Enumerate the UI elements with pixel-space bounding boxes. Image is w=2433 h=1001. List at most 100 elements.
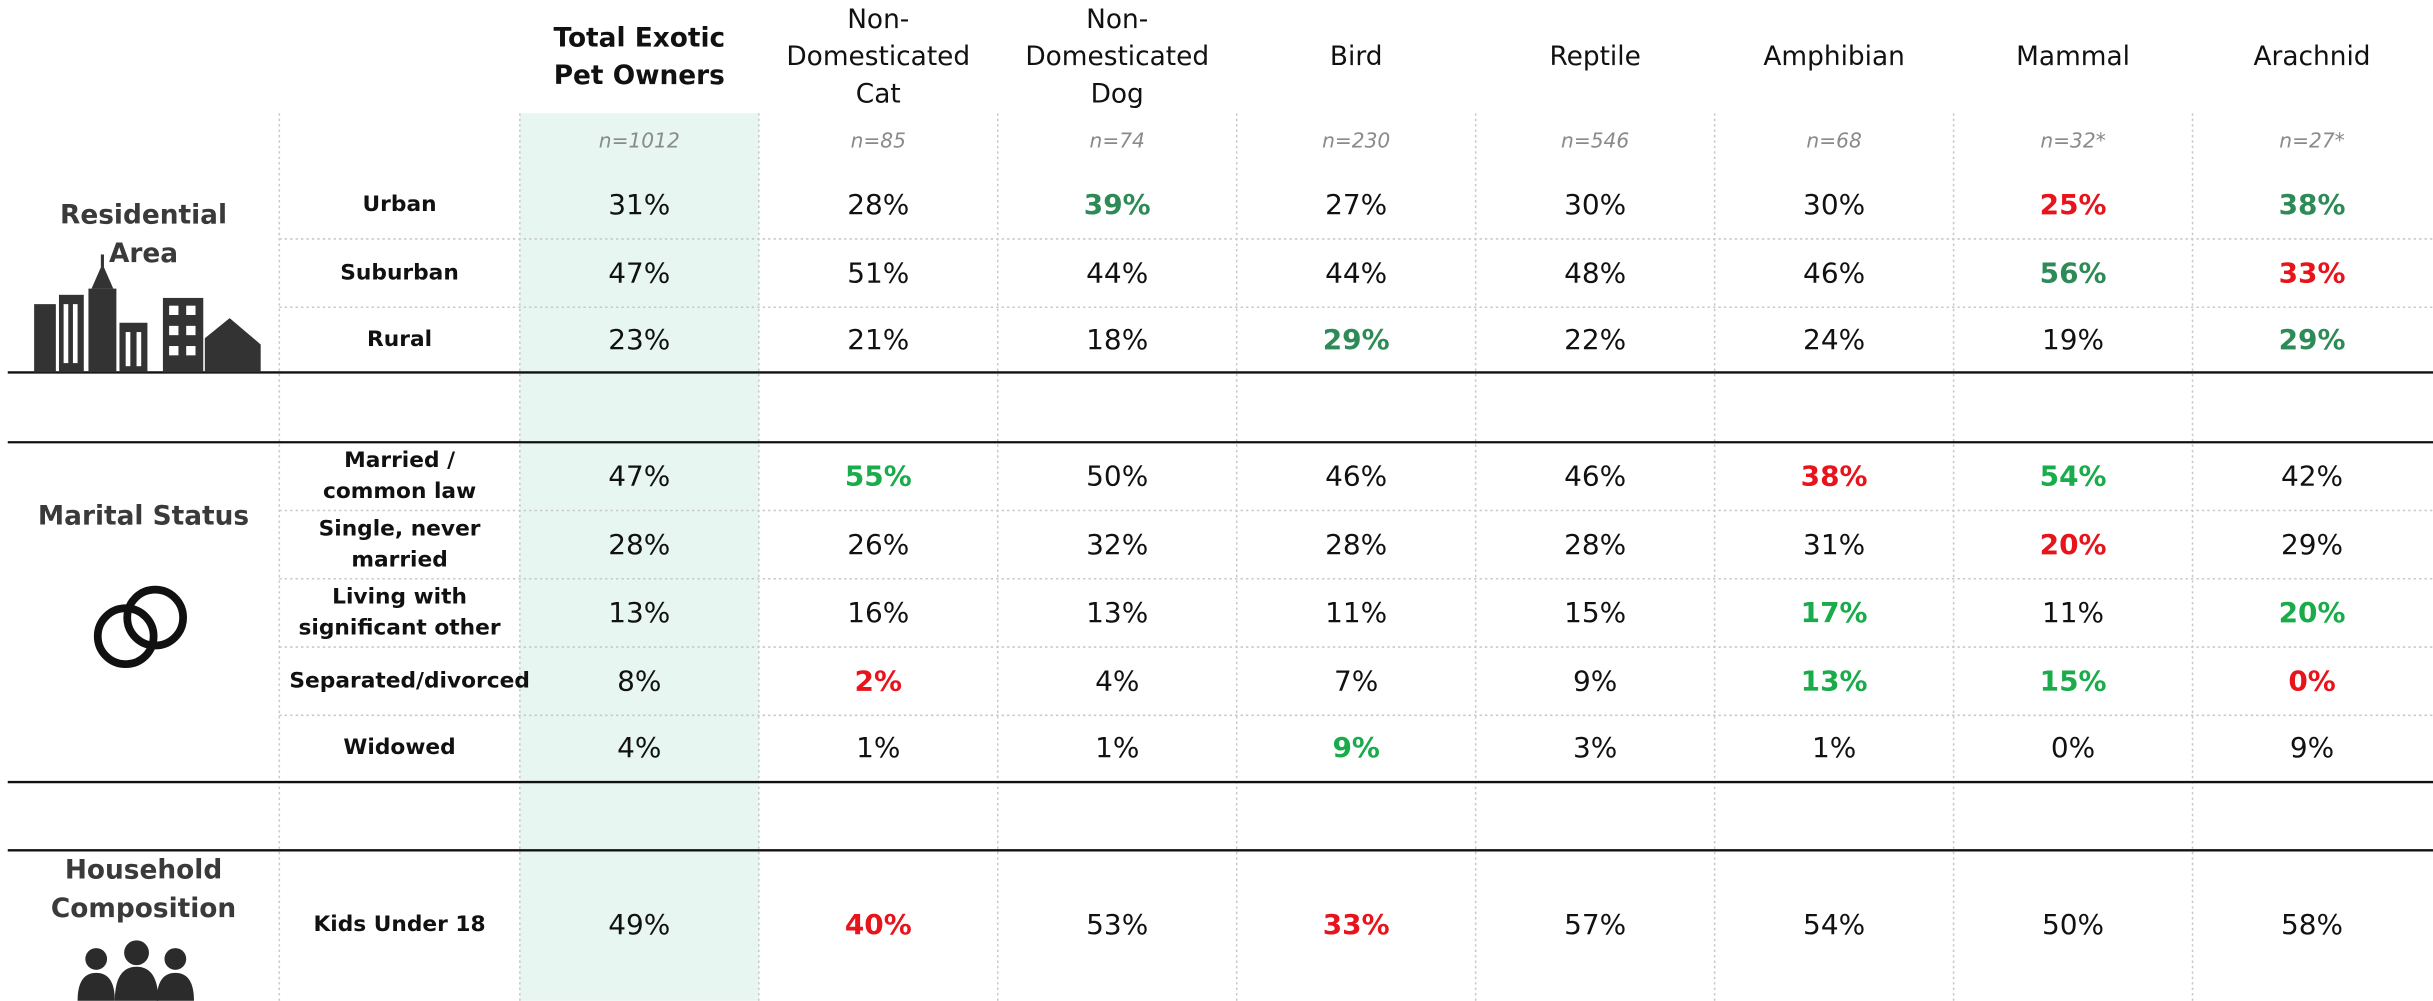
value-cell-text: 33% xyxy=(2278,256,2346,290)
sample-size: n=85 xyxy=(759,113,998,170)
sample-size-text: n=27* xyxy=(2279,130,2345,154)
value-cell-text: 21% xyxy=(847,323,910,357)
value-cell: 13% xyxy=(998,579,1237,647)
value-cell: 25% xyxy=(1954,171,2193,239)
row-label: Kids Under 18 xyxy=(279,850,520,1001)
value-cell-text: 47% xyxy=(608,460,671,493)
value-cell-text: 46% xyxy=(1803,256,1866,290)
total-column-highlight xyxy=(519,113,759,1001)
sample-size-text: n=230 xyxy=(1322,130,1391,154)
value-cell-text: 23% xyxy=(608,323,671,357)
row-label: Married / common law xyxy=(279,442,520,510)
value-cell: 15% xyxy=(1476,579,1715,647)
value-cell: 47% xyxy=(520,442,759,510)
value-cell: 17% xyxy=(1715,579,1954,647)
value-cell: 56% xyxy=(1954,239,2193,307)
value-cell-text: 54% xyxy=(2039,460,2107,493)
value-cell-text: 18% xyxy=(1086,323,1149,357)
value-cell: 9% xyxy=(1476,647,1715,715)
value-cell-text: 42% xyxy=(2280,460,2344,493)
value-cell-text: 30% xyxy=(1803,188,1866,222)
people-icon xyxy=(77,940,194,1001)
value-cell: 19% xyxy=(1954,307,2193,372)
sample-size-text: n=85 xyxy=(850,130,906,154)
value-cell-text: 56% xyxy=(2039,256,2107,290)
column-header-text: Reptile xyxy=(1549,42,1641,74)
grid xyxy=(7,113,2433,1001)
value-cell: 23% xyxy=(520,307,759,372)
value-cell-text: 4% xyxy=(1095,664,1140,698)
value-cell-text: 50% xyxy=(2042,909,2105,942)
value-cell: 39% xyxy=(998,171,1237,239)
value-cell: 0% xyxy=(1954,715,2193,782)
value-cell: 28% xyxy=(759,171,998,239)
value-cell: 3% xyxy=(1476,715,1715,782)
value-cell: 46% xyxy=(1476,442,1715,510)
value-cell-text: 22% xyxy=(1564,323,1627,357)
row-label-text: Married / common law xyxy=(322,447,477,505)
value-cell-text: 28% xyxy=(847,188,910,222)
column-header: Total Exotic Pet Owners xyxy=(520,0,759,118)
value-cell: 0% xyxy=(2193,647,2432,715)
value-cell: 21% xyxy=(759,307,998,372)
column-header-text: Non-Domesticated Dog xyxy=(1025,5,1210,111)
value-cell-text: 9% xyxy=(1332,732,1380,765)
value-cell: 18% xyxy=(998,307,1237,372)
column-header: Non-Domesticated Dog xyxy=(998,0,1237,118)
value-cell-text: 1% xyxy=(856,732,901,765)
row-label: Urban xyxy=(279,171,520,239)
section-label-text: Marital Status xyxy=(37,500,250,532)
value-cell: 13% xyxy=(1715,647,1954,715)
value-cell: 42% xyxy=(2193,442,2432,510)
value-cell: 46% xyxy=(1237,442,1476,510)
value-cell: 8% xyxy=(520,647,759,715)
value-cell-text: 47% xyxy=(608,256,671,290)
row-label-text: Separated/divorced xyxy=(289,668,530,694)
sample-size-text: n=546 xyxy=(1561,130,1630,154)
row-label-text: Suburban xyxy=(340,260,459,286)
sample-size-text: n=32* xyxy=(2040,130,2106,154)
value-cell: 47% xyxy=(520,239,759,307)
value-cell: 46% xyxy=(1715,239,1954,307)
value-cell-text: 11% xyxy=(2042,596,2105,630)
value-cell-text: 39% xyxy=(1083,188,1151,222)
value-cell-text: 13% xyxy=(608,596,671,630)
sample-size: n=27* xyxy=(2193,113,2432,170)
sample-size-text: n=74 xyxy=(1089,130,1145,154)
value-cell-text: 13% xyxy=(1086,596,1149,630)
value-cell: 54% xyxy=(1715,850,1954,1001)
value-cell-text: 15% xyxy=(2039,664,2107,698)
value-cell: 26% xyxy=(759,511,998,579)
value-cell: 28% xyxy=(1476,511,1715,579)
value-cell-text: 57% xyxy=(1564,909,1627,942)
value-cell-text: 0% xyxy=(2288,664,2336,698)
value-cell-text: 27% xyxy=(1325,188,1388,222)
value-cell: 29% xyxy=(2193,511,2432,579)
section-label: Marital Status xyxy=(8,493,280,540)
value-cell-text: 9% xyxy=(2289,732,2335,765)
value-cell-text: 0% xyxy=(2050,732,2096,765)
column-header-text: Non-Domesticated Cat xyxy=(786,5,971,111)
value-cell-text: 25% xyxy=(2039,188,2107,222)
value-cell-text: 17% xyxy=(1800,596,1868,630)
row-label: Separated/divorced xyxy=(279,647,530,715)
rings-icon xyxy=(93,585,187,669)
value-cell: 16% xyxy=(759,579,998,647)
row-label: Widowed xyxy=(279,715,520,782)
column-header: Non-Domesticated Cat xyxy=(759,0,998,118)
column-header-text: Mammal xyxy=(2016,42,2130,74)
value-cell-text: 3% xyxy=(1572,732,1618,765)
value-cell-text: 55% xyxy=(844,460,912,493)
column-header: Reptile xyxy=(1476,0,1715,118)
value-cell: 38% xyxy=(2193,171,2432,239)
value-cell-text: 15% xyxy=(1564,596,1627,630)
value-cell-text: 20% xyxy=(2278,596,2346,630)
value-cell: 44% xyxy=(998,239,1237,307)
value-cell-text: 19% xyxy=(2042,323,2105,357)
value-cell: 30% xyxy=(1715,171,1954,239)
row-label: Rural xyxy=(279,307,520,372)
value-cell: 44% xyxy=(1237,239,1476,307)
